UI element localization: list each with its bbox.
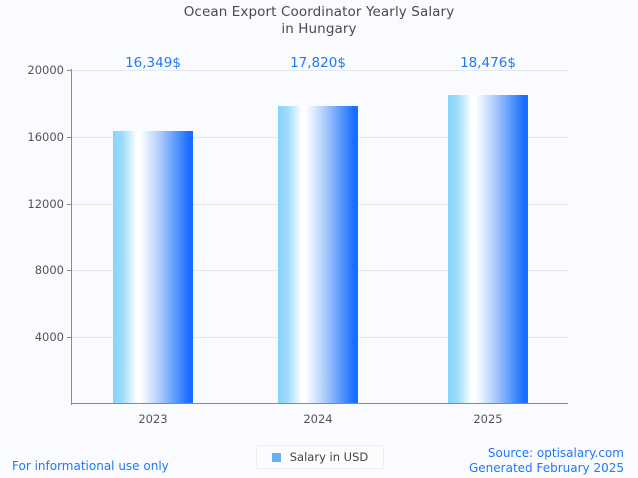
chart-title-line-1: Ocean Export Coordinator Yearly Salary bbox=[183, 4, 455, 20]
value-label-2025: 18,476$ bbox=[460, 55, 516, 71]
y-axis-labels: 20000 16000 12000 8000 4000 bbox=[0, 63, 64, 404]
footer-disclaimer: For informational use only bbox=[12, 459, 169, 473]
value-label-2023: 16,349$ bbox=[125, 55, 181, 71]
x-tick-label-2023: 2023 bbox=[138, 412, 168, 426]
bar-2024[interactable] bbox=[278, 106, 358, 404]
bar-2025[interactable] bbox=[448, 95, 528, 404]
footer-source: Source: optisalary.com bbox=[487, 446, 624, 460]
chart-legend[interactable]: Salary in USD bbox=[256, 445, 384, 469]
legend-swatch-icon bbox=[271, 452, 281, 462]
y-tick-mark-16000 bbox=[67, 136, 72, 138]
x-axis-line bbox=[71, 403, 568, 405]
y-tick-label-4000: 4000 bbox=[34, 330, 64, 345]
y-tick-mark-12000 bbox=[67, 203, 72, 205]
y-tick-label-8000: 8000 bbox=[34, 263, 64, 278]
footer-source-block: Source: optisalary.com Generated Februar… bbox=[469, 446, 624, 476]
y-tick-label-20000: 20000 bbox=[27, 63, 64, 77]
chart-title-line-2: in Hungary bbox=[281, 21, 357, 37]
gridline-20000 bbox=[67, 70, 568, 71]
y-tick-label-16000: 16000 bbox=[27, 129, 64, 144]
y-tick-mark-4000 bbox=[67, 337, 72, 339]
x-tick-label-2024: 2024 bbox=[303, 412, 333, 426]
y-tick-label-12000: 12000 bbox=[27, 196, 64, 211]
y-axis-line bbox=[71, 69, 73, 405]
chart-title: Ocean Export Coordinator Yearly Salary i… bbox=[0, 4, 638, 38]
footer-generated: Generated February 2025 bbox=[468, 461, 624, 475]
plot-area bbox=[67, 70, 568, 404]
x-tick-label-2025: 2025 bbox=[473, 412, 503, 426]
legend-label-salary-in-usd: Salary in USD bbox=[289, 450, 369, 464]
bar-2023[interactable] bbox=[113, 130, 193, 404]
value-label-2024: 17,820$ bbox=[290, 55, 346, 71]
y-tick-mark-8000 bbox=[67, 270, 72, 272]
y-tick-mark-20000 bbox=[67, 70, 72, 71]
